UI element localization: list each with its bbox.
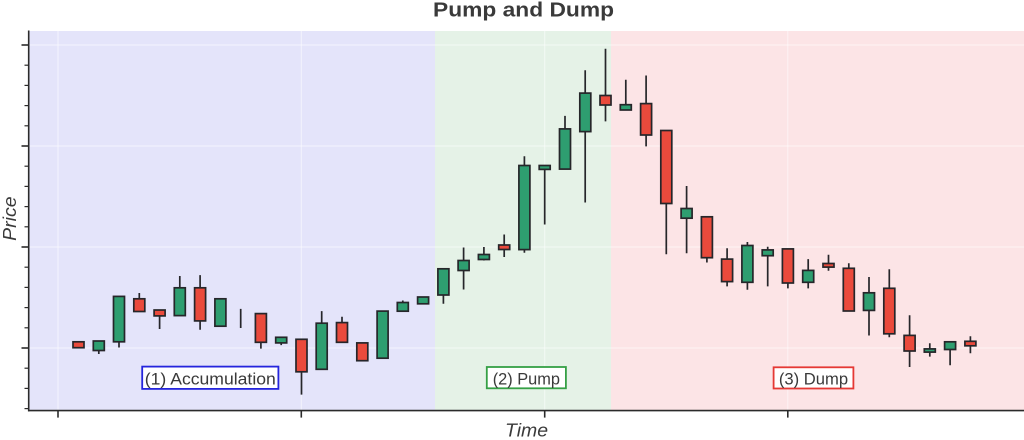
svg-text:(1) Accumulation: (1) Accumulation bbox=[145, 369, 276, 388]
svg-text:Price: Price bbox=[0, 196, 20, 241]
svg-text:Pump and Dump: Pump and Dump bbox=[433, 0, 614, 22]
svg-text:(2) Pump: (2) Pump bbox=[493, 369, 560, 388]
svg-text:Time: Time bbox=[505, 420, 548, 440]
svg-text:(3) Dump: (3) Dump bbox=[779, 370, 848, 389]
